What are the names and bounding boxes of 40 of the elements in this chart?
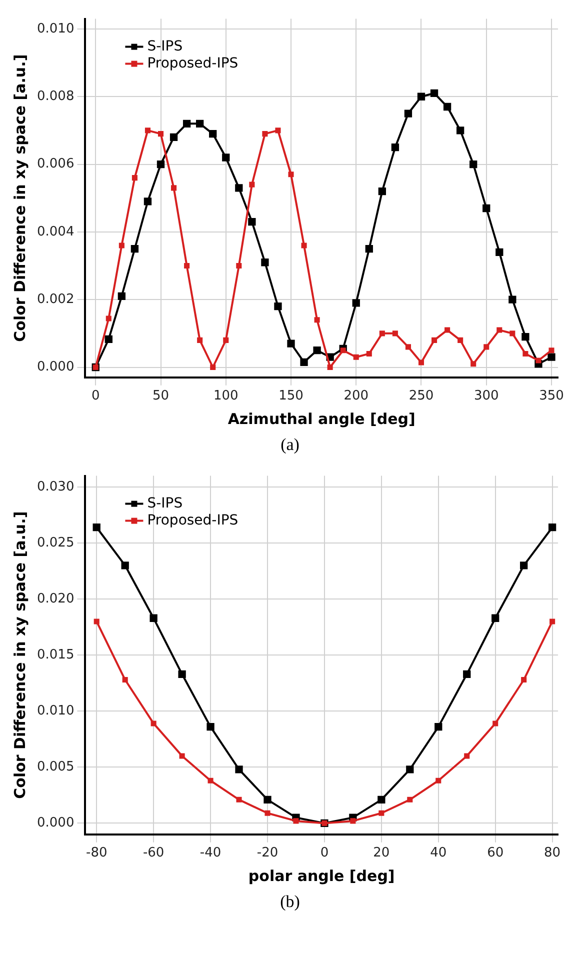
y-tick-label: 0.002 (37, 292, 74, 307)
x-tick-label: -80 (86, 846, 108, 861)
y-tick-label: 0.010 (37, 21, 74, 36)
y-tick-label: 0.006 (37, 156, 74, 172)
y-tick-label: 0.000 (37, 816, 74, 831)
x-tick-label: 0 (320, 846, 329, 861)
x-tick-label: 50 (152, 388, 170, 404)
x-tick-label: 20 (373, 846, 390, 861)
x-axis-title: Azimuthal angle [deg] (228, 410, 416, 428)
legend-label: S-IPS (147, 495, 183, 512)
x-axis-title: polar angle [deg] (248, 866, 395, 885)
y-axis-title: Color Difference in xy space [a.u.] (10, 54, 29, 342)
x-tick-label: 200 (344, 388, 369, 404)
legend-label: Proposed-IPS (147, 512, 238, 528)
text: (b) (279, 892, 301, 912)
y-tick-label: 0.020 (37, 591, 74, 606)
legend-label: S-IPS (147, 38, 183, 54)
x-tick-label: 150 (278, 388, 304, 404)
y-tick-label: 0.008 (37, 88, 74, 104)
y-tick-label: 0.015 (37, 647, 74, 662)
x-tick-label: 60 (487, 846, 504, 861)
y-tick-label: 0.010 (37, 704, 74, 719)
y-tick-label: 0.004 (37, 224, 74, 240)
text: (a) (280, 435, 300, 455)
legend-label: Proposed-IPS (147, 55, 238, 72)
x-tick-label: -40 (200, 846, 222, 861)
y-tick-label: 0.005 (37, 760, 74, 775)
x-tick-label: 350 (539, 388, 564, 404)
x-tick-label: -20 (256, 846, 278, 861)
x-tick-label: 80 (544, 846, 561, 861)
x-tick-label: 100 (213, 388, 238, 404)
y-axis-title: Color Difference in xy space [a.u.] (10, 511, 29, 799)
x-tick-label: 250 (408, 388, 434, 404)
y-tick-label: 0.025 (37, 535, 74, 550)
y-tick-label: 0.000 (37, 360, 74, 375)
y-tick-label: 0.030 (37, 479, 74, 494)
x-tick-label: -60 (142, 846, 164, 861)
x-tick-label: 40 (430, 846, 447, 861)
x-tick-label: 300 (474, 388, 499, 404)
x-tick-label: 0 (91, 388, 100, 404)
